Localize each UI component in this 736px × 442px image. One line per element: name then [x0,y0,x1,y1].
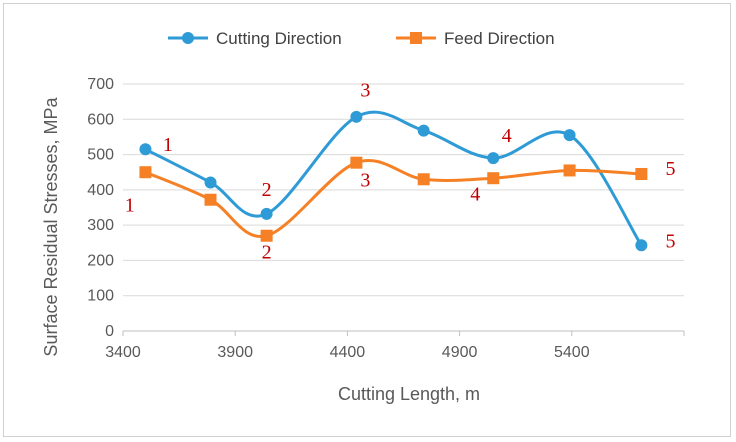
annotation-label: 1 [125,195,135,217]
legend-item-feed-direction: Feed Direction [396,29,555,48]
annotation-label: 4 [502,125,512,147]
legend-item-cutting-direction: Cutting Direction [168,29,342,48]
data-point-cutting-direction [563,129,576,142]
y-tick-label: 500 [87,147,114,164]
annotation-label: 2 [262,179,272,201]
legend-label-cutting-direction: Cutting Direction [216,29,342,48]
annotation-label: 2 [262,242,272,264]
data-point-feed-direction [139,166,152,179]
chart-frame [3,3,731,437]
y-axis-title: Surface Residual Stresses, MPa [41,96,61,356]
annotation-label: 5 [666,158,676,180]
data-point-feed-direction [260,229,273,242]
y-tick-label: 300 [87,217,114,234]
annotation-label: 3 [360,169,370,191]
data-point-cutting-direction [139,143,152,156]
data-point-cutting-direction [417,124,430,137]
series-line-feed-direction [144,159,642,238]
data-point-cutting-direction [260,207,273,220]
annotation-label: 4 [470,183,480,205]
x-tick-label: 4900 [442,344,478,361]
data-point-feed-direction [204,193,217,206]
x-tick-label: 5400 [554,344,590,361]
data-point-cutting-direction [635,239,648,252]
x-axis-title: Cutting Length, m [338,384,480,404]
legend: Cutting Direction Feed Direction [168,29,555,48]
data-point-cutting-direction [487,152,500,165]
annotation-label: 1 [163,134,173,156]
x-tick-label: 4400 [330,344,366,361]
y-tick-label: 200 [87,252,114,269]
series-layer [139,110,648,252]
data-point-feed-direction [635,167,648,180]
y-tick-label: 100 [87,288,114,305]
data-point-feed-direction [487,172,500,185]
data-point-cutting-direction [350,110,363,123]
annotations: 1 2 3 4 5 1 2 3 4 5 [125,79,676,263]
x-tick-label: 3400 [105,344,141,361]
y-tick-label: 700 [87,76,114,93]
y-axis-ticks: 0 100 200 300 400 500 600 700 [87,76,114,340]
y-tick-label: 400 [87,182,114,199]
legend-marker-square [410,32,422,44]
annotation-label: 3 [360,79,370,101]
x-tick-label: 3900 [217,344,253,361]
gridlines [123,83,684,332]
series-cutting-direction [139,110,648,252]
series-feed-direction [139,156,648,242]
y-tick-label: 600 [87,111,114,128]
data-point-feed-direction [350,156,363,169]
y-tick-label: 0 [105,323,114,340]
legend-marker-circle [182,32,194,44]
annotation-label: 5 [666,230,676,252]
data-point-cutting-direction [204,176,217,189]
data-point-feed-direction [417,173,430,186]
legend-label-feed-direction: Feed Direction [444,29,555,48]
x-axis-ticks: 3400 3900 4400 4900 5400 [105,331,685,361]
data-point-feed-direction [563,164,576,177]
